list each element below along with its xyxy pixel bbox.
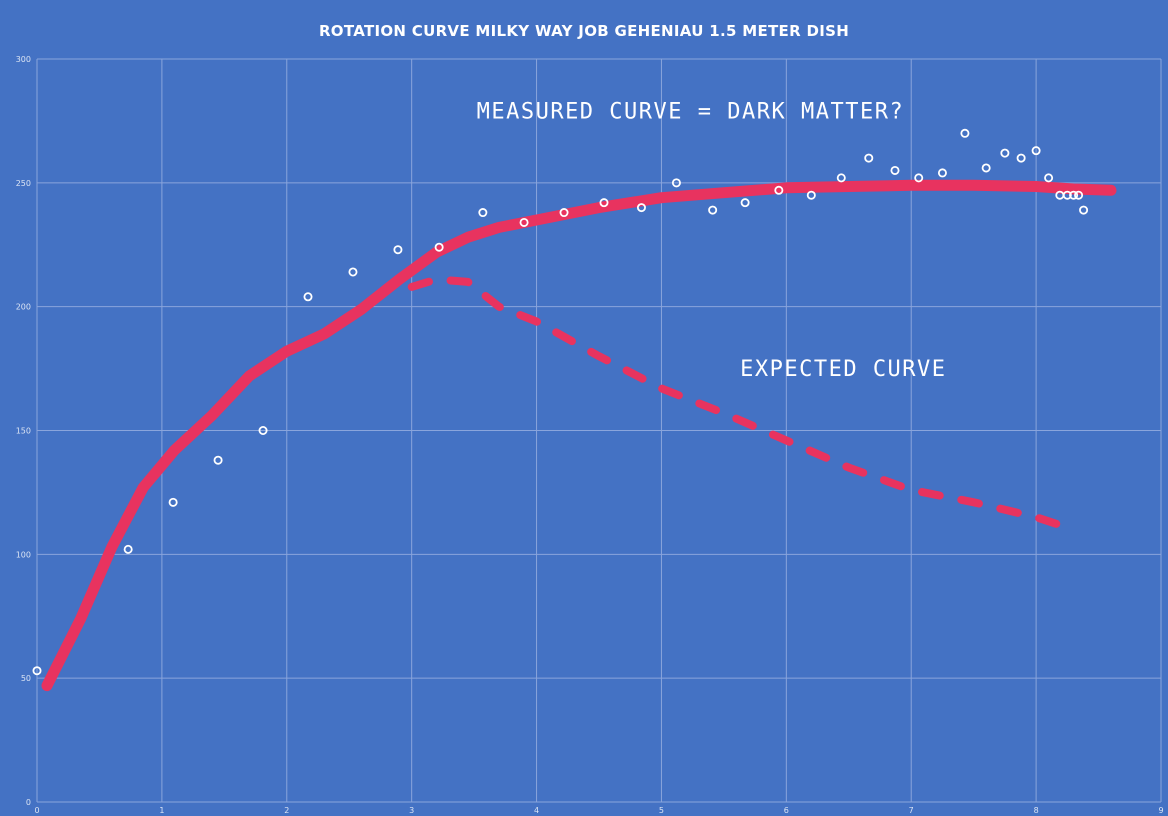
x-tick-label: 8 [1034,806,1039,815]
x-tick-label: 7 [909,806,914,815]
x-tick-label: 6 [784,806,789,815]
data-point [890,165,900,175]
data-point [1031,146,1041,156]
data-point [774,185,784,195]
data-point [168,497,178,507]
x-tick-label: 3 [409,806,414,815]
data-point [1074,190,1084,200]
data-point [258,425,268,435]
y-tick-label: 250 [16,179,31,188]
data-point [599,198,609,208]
data-point [478,208,488,218]
expected-curve-annotation: EXPECTED CURVE [740,357,946,382]
data-point [123,544,133,554]
data-point [1044,173,1054,183]
data-point [303,292,313,302]
chart-title: ROTATION CURVE MILKY WAY JOB GEHENIAU 1.… [318,22,850,40]
y-tick-label: 200 [16,303,31,312]
x-tick-label: 4 [534,806,539,815]
expected-curve-line [407,275,1078,534]
x-tick-label: 0 [34,806,39,815]
data-points [32,128,1089,676]
curve-layer [41,179,1117,692]
tick-labels: 0 50 100 150 200 250 300 0 1 2 3 4 5 6 7 8 9 [16,55,1164,815]
data-point [864,153,874,163]
data-point [740,198,750,208]
x-tick-label: 5 [659,806,664,815]
y-tick-label: 50 [21,674,31,683]
data-point [1062,190,1072,200]
data-point [1000,148,1010,158]
data-point [636,203,646,213]
data-point [960,128,970,138]
data-point [32,666,42,676]
grid-layer [36,58,1162,803]
x-tick-label: 1 [159,806,164,815]
y-tick-label: 150 [16,427,31,436]
data-point [914,173,924,183]
measured-curve-line [41,179,1117,692]
data-point [1069,190,1079,200]
x-tick-label: 9 [1158,806,1163,815]
data-point [213,455,223,465]
data-point [836,173,846,183]
data-point [519,217,529,227]
measured-curve-annotation: MEASURED CURVE = DARK MATTER? [477,99,905,124]
data-point [708,205,718,215]
annotations: MEASURED CURVE = DARK MATTER? EXPECTED CU… [477,99,946,382]
data-point [937,168,947,178]
data-point [806,190,816,200]
y-tick-label: 100 [16,550,31,559]
data-point [559,208,569,218]
data-point [1016,153,1026,163]
y-tick-label: 0 [26,798,31,807]
data-point [393,245,403,255]
data-point [1079,205,1089,215]
data-point [981,163,991,173]
data-point [348,267,358,277]
x-tick-label: 2 [284,806,289,815]
data-point [671,178,681,188]
y-tick-label: 300 [16,55,31,64]
data-point [434,242,444,252]
